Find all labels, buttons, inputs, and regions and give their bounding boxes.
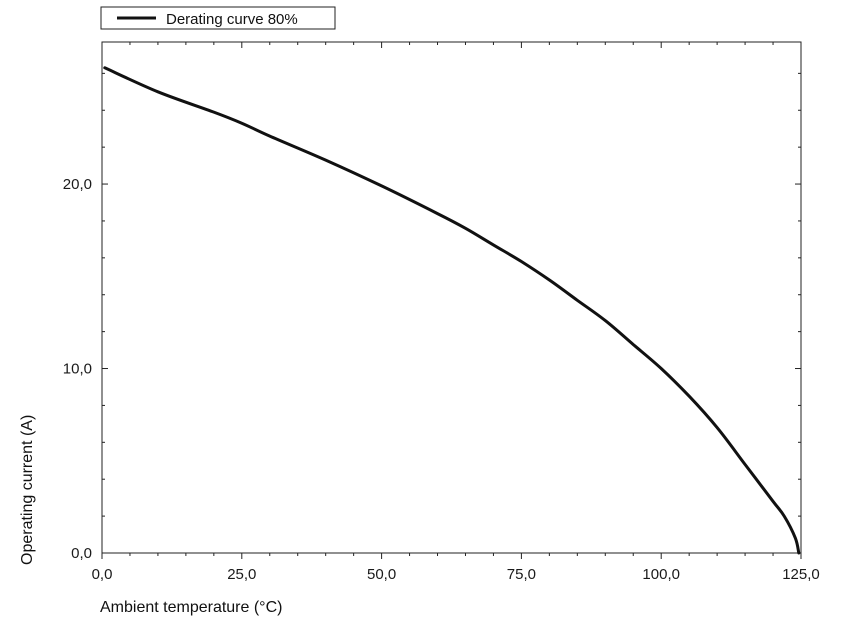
x-tick-label: 50,0 — [367, 566, 396, 583]
legend: Derating curve 80% — [101, 7, 335, 29]
y-tick-label: 10,0 — [63, 361, 92, 378]
axis-ticks — [102, 42, 801, 559]
x-tick-label: 0,0 — [92, 566, 113, 583]
y-axis-title: Operating current (A) — [19, 415, 36, 565]
y-tick-label: 0,0 — [71, 545, 92, 562]
series-line-derating-curve — [105, 68, 799, 553]
x-tick-label: 100,0 — [642, 566, 680, 583]
x-tick-label: 125,0 — [782, 566, 820, 583]
x-tick-label: 75,0 — [507, 566, 536, 583]
plot-area — [102, 42, 801, 553]
series-lines — [105, 68, 799, 553]
x-tick-label: 25,0 — [227, 566, 256, 583]
y-tick-label: 20,0 — [63, 176, 92, 193]
x-tick-labels: 0,0 25,0 50,0 75,0 100,0 125,0 — [92, 566, 820, 583]
plot-frame — [102, 42, 801, 553]
y-tick-labels: 0,0 10,0 20,0 — [63, 176, 92, 562]
x-axis-title: Ambient temperature (°C) — [100, 599, 282, 616]
legend-label: Derating curve 80% — [166, 11, 298, 28]
